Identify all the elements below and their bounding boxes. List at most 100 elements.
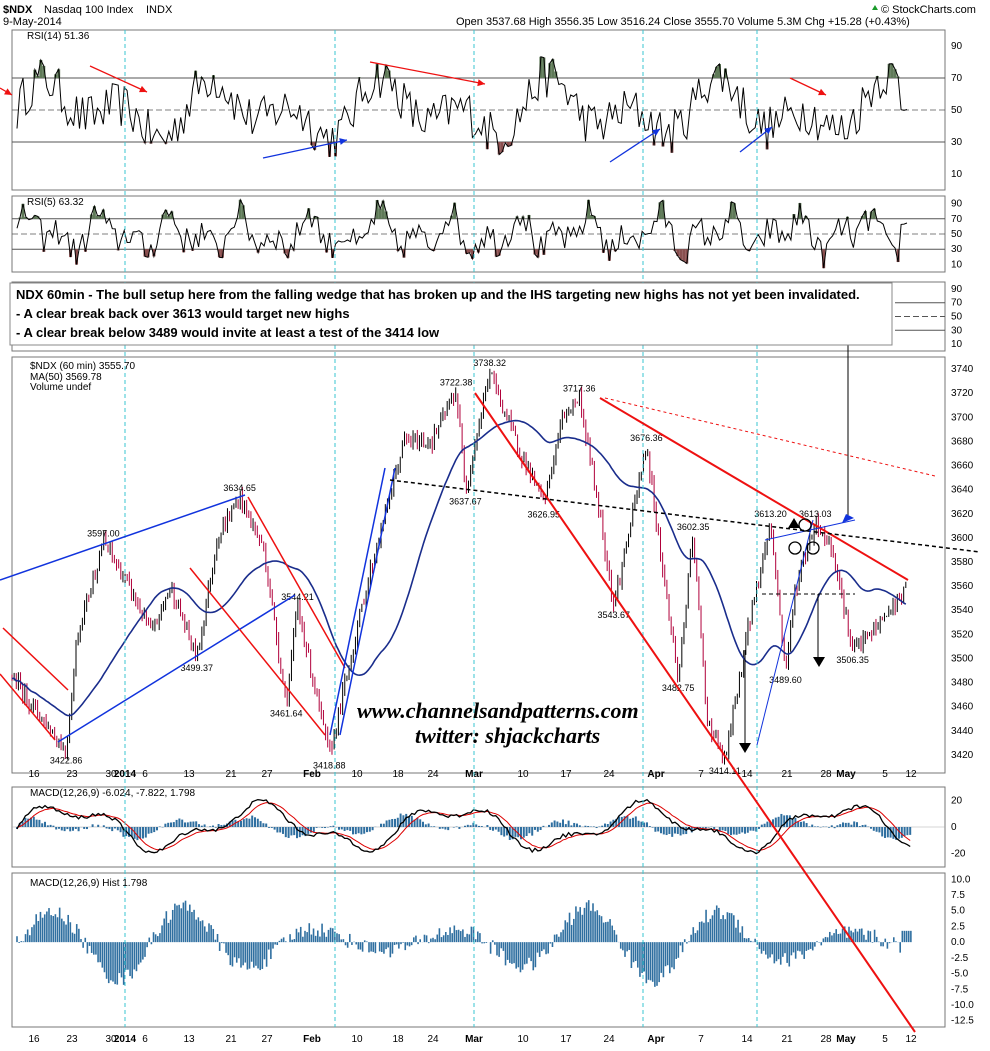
rsi-blue-arrow-head: [652, 129, 660, 136]
price-label: 3602.35: [677, 522, 710, 532]
rsi-blue-arrow: [609, 128, 661, 163]
hist-title: MACD(12,26,9) Hist 1.798: [30, 878, 148, 889]
rsi-red-arrow-head: [818, 88, 826, 96]
y-tick-label: 3720: [951, 388, 974, 399]
x-tick-label: 21: [781, 769, 793, 780]
y-tick-label: -20: [951, 849, 966, 860]
watermark-site: www.channelsandpatterns.com: [357, 698, 639, 723]
rsi-red-arrow-head: [477, 79, 485, 87]
ihs-circle: [806, 541, 820, 555]
x-tick-label: 10: [517, 769, 529, 780]
y-tick-label: 70: [951, 298, 963, 309]
x-tick-label: 7: [698, 1034, 704, 1045]
annotation-line-2: - A clear break back over 3613 would tar…: [16, 306, 350, 321]
y-tick-label: 50: [951, 229, 963, 240]
chart-name: Nasdaq 100 Index: [44, 4, 134, 16]
macd-title: MACD(12,26,9) -6.024, -7.822, 1.798: [30, 788, 196, 799]
x-tick-label: 13: [183, 769, 195, 780]
channel-blue-lower: [57, 594, 296, 743]
y-tick-label: 3600: [951, 533, 974, 544]
x-tick-label: 21: [225, 1034, 237, 1045]
price-label: 3613.20: [754, 509, 787, 519]
y-tick-label: 3700: [951, 412, 974, 423]
price-label: 3506.35: [836, 655, 869, 665]
wedge-red: [189, 567, 326, 736]
x-tick-label: 5: [882, 769, 888, 780]
up-triangle-icon: [872, 5, 878, 10]
annotation-line-3: - A clear break below 3489 would invite …: [16, 325, 440, 340]
rsi-line: [16, 56, 908, 157]
y-tick-label: 7.5: [951, 890, 965, 901]
neckline-black: [389, 479, 981, 553]
chart-date: 9-May-2014: [3, 16, 62, 28]
x-tick-label: 18: [392, 1034, 404, 1045]
rsi-blue-arrow-head: [764, 127, 772, 135]
price-label: 3489.60: [769, 675, 802, 685]
y-tick-label: 3560: [951, 581, 974, 592]
chart-exchange: INDX: [146, 4, 173, 16]
price-label: 3722.38: [440, 377, 473, 387]
x-tick-label: 21: [225, 769, 237, 780]
x-tick-label: 27: [261, 1034, 273, 1045]
x-tick-label: 14: [741, 1034, 753, 1045]
annotation-box: [9, 282, 893, 346]
y-tick-label: 0.0: [951, 937, 965, 948]
price-legend-2: MA(50) 3569.78: [30, 372, 102, 383]
x-tick-label: 12: [905, 769, 917, 780]
x-tick-label: Feb: [303, 769, 321, 780]
rsi5-title: RSI(5) 63.32: [27, 197, 84, 208]
dotted-resistance-red: [604, 397, 936, 477]
price-label: 3418.88: [313, 760, 346, 770]
price-label: 3544.21: [281, 592, 314, 602]
rsi-line: [16, 198, 908, 269]
x-tick-label: Apr: [647, 769, 664, 780]
y-tick-label: 3580: [951, 557, 974, 568]
x-tick-label: 17: [560, 769, 572, 780]
rsi-red-arrow: [89, 65, 148, 93]
ihs-blue: [764, 519, 856, 541]
x-tick-label: Mar: [465, 1034, 483, 1045]
x-tick-label: 27: [261, 769, 273, 780]
ihs-blue: [756, 519, 814, 746]
panel-frame: [11, 356, 946, 774]
y-tick-label: -7.5: [951, 984, 969, 995]
x-tick-label: Apr: [647, 1034, 664, 1045]
x-tick-label: Feb: [303, 1034, 321, 1045]
price-label: 3499.37: [180, 663, 213, 673]
x-tick-label: 7: [698, 769, 704, 780]
y-tick-label: 3620: [951, 509, 974, 520]
falling-channel-red: [474, 392, 916, 1033]
price-label: 3414.11: [709, 766, 741, 776]
x-tick-label: 14: [741, 769, 753, 780]
x-tick-label: 10: [517, 1034, 529, 1045]
y-tick-label: -12.5: [951, 1016, 974, 1027]
y-tick-label: -10.0: [951, 1000, 974, 1011]
y-tick-label: 0: [951, 822, 957, 833]
y-tick-label: 90: [951, 284, 963, 295]
x-tick-label: 17: [560, 1034, 572, 1045]
rsi14-title: RSI(14) 51.36: [27, 31, 90, 42]
x-tick-label: May: [836, 769, 856, 780]
price-label: 3461.64: [270, 709, 303, 719]
x-tick-label: 10: [351, 769, 363, 780]
y-tick-label: 3680: [951, 436, 974, 447]
y-tick-label: 50: [951, 105, 963, 116]
x-tick-label: 28: [820, 1034, 832, 1045]
annotation-line-1: NDX 60min - The bull setup here from the…: [16, 287, 860, 302]
down-arrow-icon: [739, 743, 751, 753]
y-tick-label: 2.5: [951, 921, 965, 932]
price-label: 3613.03: [799, 509, 832, 519]
y-tick-label: 10: [951, 169, 963, 180]
rsi-red-arrow: [369, 61, 486, 85]
y-tick-label: -2.5: [951, 953, 969, 964]
ma50-line: [11, 419, 907, 717]
wedge-red: [2, 627, 69, 691]
x-tick-label: 2014: [114, 1034, 137, 1045]
price-label: 3717.36: [563, 383, 596, 393]
x-tick-label: 21: [781, 1034, 793, 1045]
price-legend-3: Volume undef: [30, 382, 91, 393]
y-tick-label: 3500: [951, 653, 974, 664]
price-label: 3626.95: [528, 509, 561, 519]
price-label: 3676.36: [630, 433, 663, 443]
